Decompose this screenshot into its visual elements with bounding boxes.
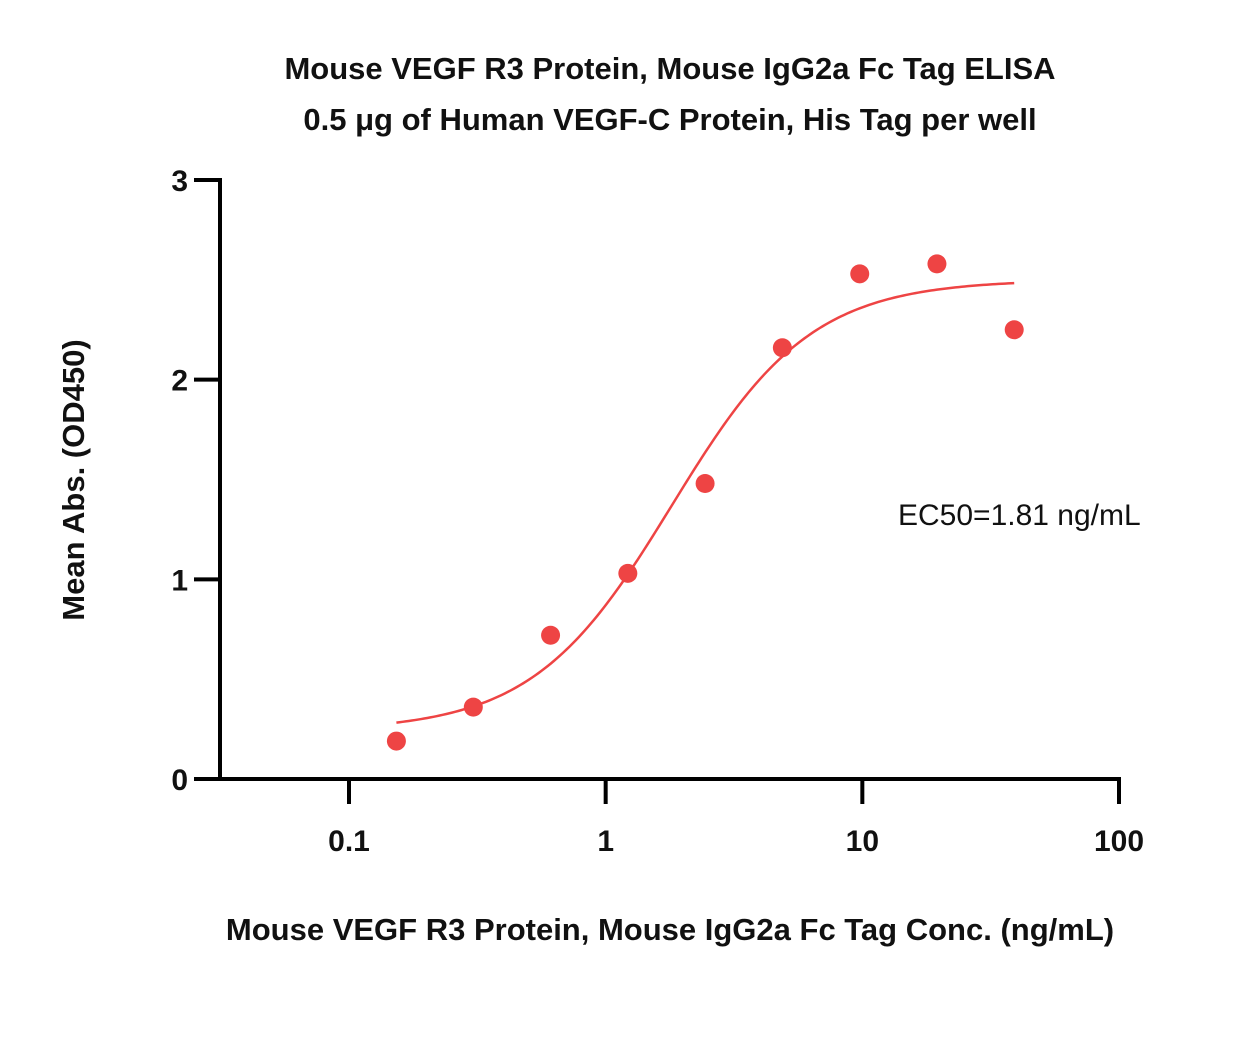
- y-axis-label: Mean Abs. (OD450): [56, 339, 91, 620]
- x-tick-label: 10: [846, 825, 879, 858]
- y-tick-label: 0: [171, 764, 188, 797]
- chart-title-line2: 0.5 μg of Human VEGF-C Protein, His Tag …: [303, 102, 1036, 137]
- x-axis: 0.1 1 10 100: [194, 777, 1144, 858]
- data-point: [850, 264, 870, 284]
- y-tick-label: 2: [171, 365, 188, 398]
- y-tick-label: 3: [171, 165, 188, 198]
- x-axis-label: Mouse VEGF R3 Protein, Mouse IgG2a Fc Ta…: [226, 912, 1114, 947]
- data-point: [695, 473, 715, 493]
- data-point: [618, 563, 638, 583]
- ec50-annotation: EC50=1.81 ng/mL: [898, 499, 1141, 532]
- data-point: [386, 731, 406, 751]
- data-point: [1004, 320, 1024, 340]
- x-tick-label: 0.1: [328, 825, 370, 858]
- data-point: [463, 697, 483, 717]
- data-points: [386, 254, 1024, 751]
- y-tick-label: 1: [171, 564, 188, 597]
- fit-curve: [396, 281, 1015, 724]
- x-tick-label: 100: [1094, 825, 1144, 858]
- data-point: [541, 625, 561, 645]
- data-point: [772, 338, 792, 358]
- chart-title-line1: Mouse VEGF R3 Protein, Mouse IgG2a Fc Ta…: [284, 51, 1055, 86]
- y-axis: 0 1 2 3: [171, 165, 222, 797]
- x-tick-label: 1: [597, 825, 614, 858]
- data-point: [927, 254, 947, 274]
